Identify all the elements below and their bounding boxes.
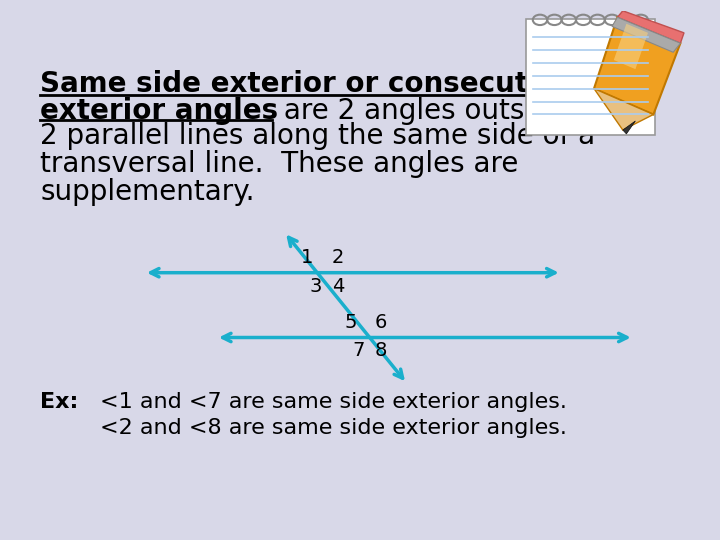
Text: 3: 3 (309, 276, 322, 296)
Text: transversal line.  These angles are: transversal line. These angles are (40, 150, 518, 178)
Text: 2 parallel lines along the same side of a: 2 parallel lines along the same side of … (40, 122, 595, 150)
Text: <1 and <7 are same side exterior angles.: <1 and <7 are same side exterior angles. (100, 392, 567, 412)
Text: Ex:: Ex: (40, 392, 78, 412)
Polygon shape (618, 11, 684, 43)
Polygon shape (612, 17, 680, 52)
Polygon shape (623, 121, 635, 134)
Text: 5: 5 (344, 313, 357, 332)
Text: Same side exterior or consecutive: Same side exterior or consecutive (40, 70, 575, 98)
Text: exterior angles: exterior angles (40, 97, 278, 125)
Text: supplementary.: supplementary. (40, 178, 254, 206)
Text: 4: 4 (332, 276, 344, 296)
Text: <2 and <8 are same side exterior angles.: <2 and <8 are same side exterior angles. (100, 418, 567, 438)
Text: 2: 2 (332, 248, 344, 267)
Text: 1: 1 (301, 248, 314, 267)
Text: 6: 6 (375, 313, 387, 332)
Text: are 2 angles outside the: are 2 angles outside the (275, 97, 621, 125)
Text: 7: 7 (352, 341, 365, 361)
FancyBboxPatch shape (526, 18, 655, 135)
Polygon shape (594, 17, 680, 114)
Polygon shape (594, 89, 654, 130)
Polygon shape (613, 24, 648, 69)
Text: 8: 8 (375, 341, 387, 361)
